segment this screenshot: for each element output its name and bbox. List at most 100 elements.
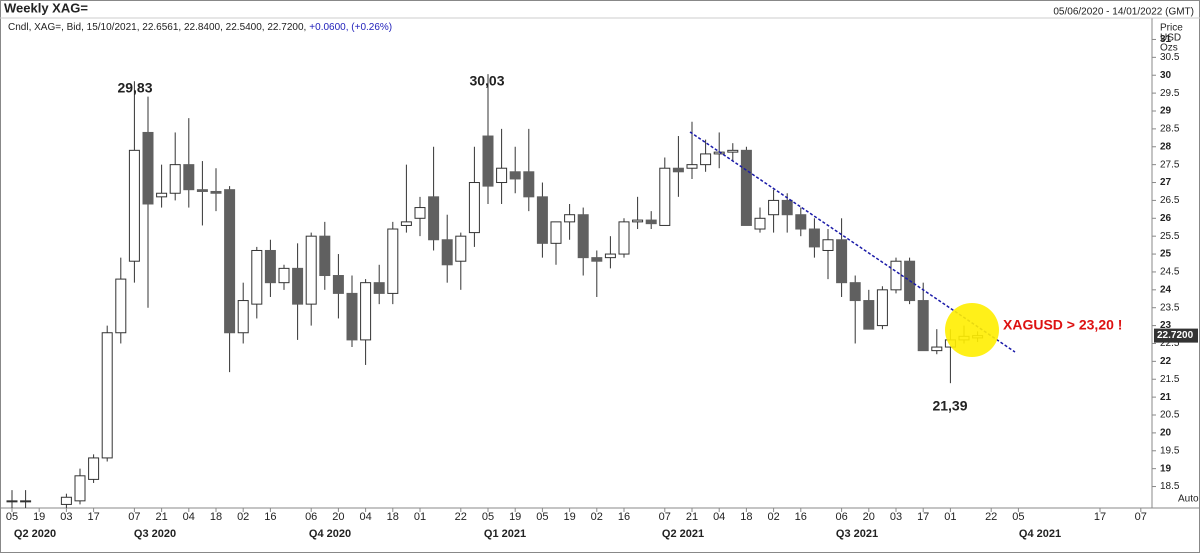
y-tick-label: 22.5 bbox=[1160, 338, 1180, 349]
legend-text: Cndl, XAG=, Bid, 15/10/2021, 22.6561, 22… bbox=[8, 22, 306, 33]
y-tick-label: 31 bbox=[1160, 34, 1172, 45]
quarter-label: Q3 2020 bbox=[134, 528, 176, 540]
candle-body bbox=[604, 253, 616, 259]
y-tick-label: 30.5 bbox=[1160, 52, 1180, 63]
x-tick-label: 04 bbox=[183, 511, 195, 523]
legend-change: +0.0600, (+0.26%) bbox=[309, 22, 392, 33]
candle-body bbox=[577, 214, 589, 259]
quarter-label: Q1 2021 bbox=[484, 528, 526, 540]
x-tick-label: 20 bbox=[332, 511, 344, 523]
candle-body bbox=[74, 475, 86, 502]
candle-body bbox=[237, 300, 249, 334]
candle-body bbox=[876, 289, 888, 327]
candle-body bbox=[836, 239, 848, 284]
x-tick-label: 18 bbox=[387, 511, 399, 523]
candle-body bbox=[414, 207, 426, 219]
candle-body bbox=[183, 164, 195, 191]
candle-body bbox=[360, 282, 372, 341]
y-tick-label: 29 bbox=[1160, 106, 1172, 117]
candle-body bbox=[169, 164, 181, 194]
candle-body bbox=[672, 167, 684, 173]
x-tick-label: 06 bbox=[305, 511, 317, 523]
candle-body bbox=[278, 267, 290, 284]
quarter-label: Q2 2021 bbox=[662, 528, 704, 540]
x-tick-label: 03 bbox=[890, 511, 902, 523]
y-tick-label: 27 bbox=[1160, 177, 1172, 188]
x-tick-label: 02 bbox=[237, 511, 249, 523]
title: Weekly XAG= bbox=[4, 0, 88, 15]
x-tick-label: 16 bbox=[264, 511, 276, 523]
x-tick-label: 02 bbox=[591, 511, 603, 523]
y-label: USD bbox=[1160, 33, 1181, 44]
x-tick-label: 05 bbox=[6, 511, 18, 523]
candle-body bbox=[618, 221, 630, 255]
candle-body bbox=[768, 199, 780, 216]
x-tick-label: 07 bbox=[1135, 511, 1147, 523]
candle-body bbox=[196, 189, 208, 192]
x-tick-label: 04 bbox=[359, 511, 371, 523]
x-tick-label: 20 bbox=[863, 511, 875, 523]
candle-body bbox=[455, 235, 467, 262]
y-tick-label: 21.5 bbox=[1160, 374, 1180, 385]
y-tick-label: 26 bbox=[1160, 213, 1172, 224]
x-tick-label: 16 bbox=[795, 511, 807, 523]
highlight-circle bbox=[945, 303, 999, 357]
candle-body bbox=[142, 131, 154, 205]
x-tick-label: 22 bbox=[985, 511, 997, 523]
candle-body bbox=[6, 500, 18, 503]
candle-body bbox=[849, 282, 861, 302]
candle-body bbox=[863, 300, 875, 330]
candle-body bbox=[305, 235, 317, 305]
candle-body bbox=[60, 496, 72, 505]
candle-body bbox=[659, 167, 671, 226]
x-tick-label: 03 bbox=[60, 511, 72, 523]
y-tick-label: 25.5 bbox=[1160, 231, 1180, 242]
x-tick-label: 07 bbox=[128, 511, 140, 523]
y-tick-label: 20 bbox=[1160, 428, 1172, 439]
candle-body bbox=[400, 221, 412, 226]
x-tick-label: 17 bbox=[87, 511, 99, 523]
candle-body bbox=[890, 260, 902, 291]
y-tick-label: 19 bbox=[1160, 463, 1172, 474]
candle-body bbox=[591, 257, 603, 262]
x-tick-label: 01 bbox=[414, 511, 426, 523]
x-tick-label: 17 bbox=[1094, 511, 1106, 523]
y-tick-label: 27.5 bbox=[1160, 159, 1180, 170]
date-range: 05/06/2020 - 14/01/2022 (GMT) bbox=[1053, 7, 1194, 18]
x-tick-label: 18 bbox=[740, 511, 752, 523]
quarter-label: Q4 2021 bbox=[1019, 528, 1061, 540]
y-tick-label: 19.5 bbox=[1160, 445, 1180, 456]
y-tick-label: 28 bbox=[1160, 141, 1172, 152]
candle-body bbox=[781, 199, 793, 216]
candle-body bbox=[441, 239, 453, 266]
x-tick-label: 19 bbox=[509, 511, 521, 523]
candle-body bbox=[645, 219, 657, 225]
candle-body bbox=[115, 278, 127, 334]
x-tick-label: 07 bbox=[659, 511, 671, 523]
y-tick-label: 21 bbox=[1160, 392, 1172, 403]
candle-body bbox=[156, 192, 168, 198]
candle-body bbox=[346, 292, 358, 341]
x-tick-label: 19 bbox=[563, 511, 575, 523]
annotation: 29,83 bbox=[117, 80, 152, 96]
candle-body bbox=[468, 182, 480, 234]
x-tick-label: 19 bbox=[33, 511, 45, 523]
x-tick-label: 22 bbox=[455, 511, 467, 523]
y-tick-label: 24 bbox=[1160, 284, 1172, 295]
x-tick-label: 21 bbox=[686, 511, 698, 523]
y-tick-label: 20.5 bbox=[1160, 410, 1180, 421]
candle-body bbox=[795, 214, 807, 230]
candle-body bbox=[332, 275, 344, 294]
y-tick-label: 18.5 bbox=[1160, 481, 1180, 492]
candle-body bbox=[931, 346, 943, 352]
y-tick-label: 22 bbox=[1160, 356, 1172, 367]
candle-body bbox=[496, 167, 508, 184]
y-label: Price bbox=[1160, 23, 1183, 34]
candle-body bbox=[754, 217, 766, 230]
y-tick-label: 29.5 bbox=[1160, 88, 1180, 99]
candle-body bbox=[727, 149, 739, 153]
candle-body bbox=[210, 190, 222, 194]
candle-body bbox=[564, 214, 576, 223]
